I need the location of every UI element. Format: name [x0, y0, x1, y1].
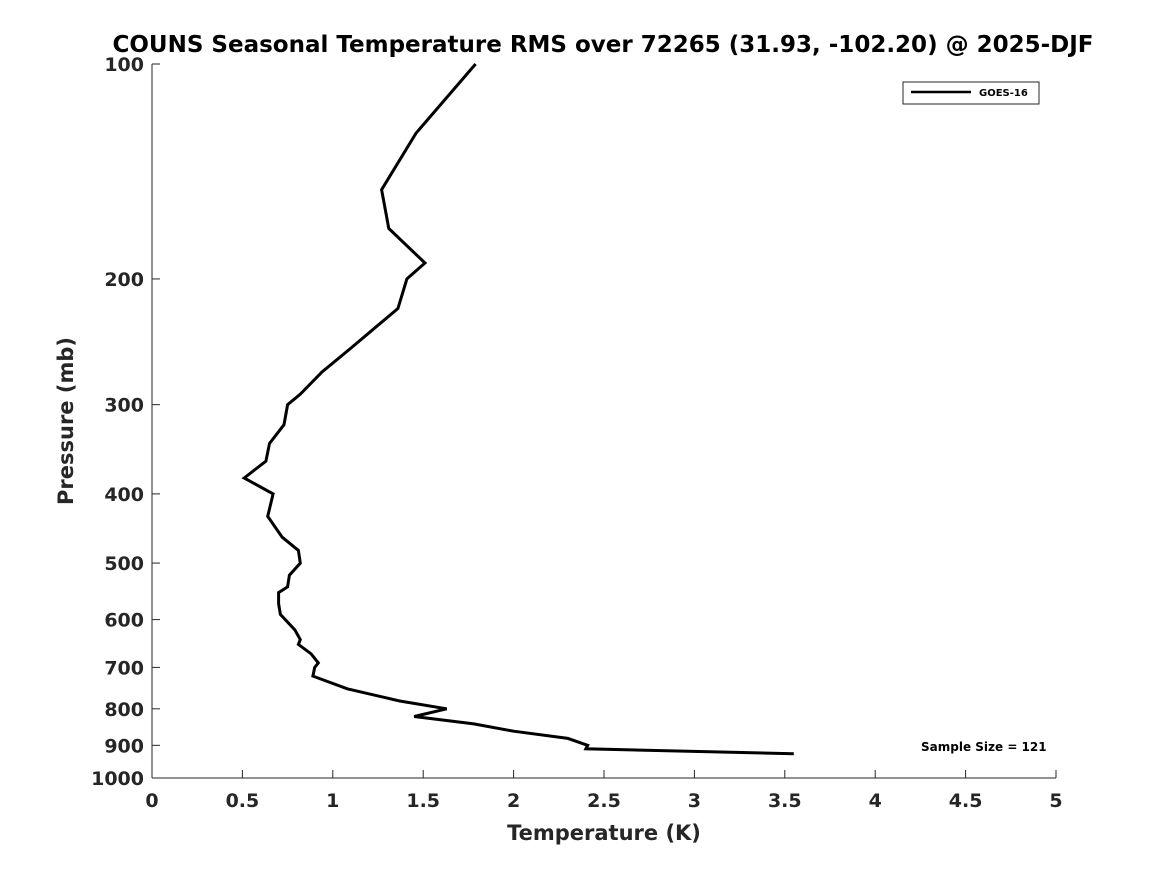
y-tick-label: 100 — [104, 54, 144, 76]
y-tick-label: 400 — [104, 484, 144, 506]
legend: GOES-16 — [902, 81, 1040, 105]
y-tick-label: 200 — [104, 269, 144, 291]
y-tick-label: 500 — [104, 553, 144, 575]
x-tick-label: 3 — [688, 790, 701, 812]
series-line-goes-16 — [241, 63, 794, 756]
x-axis-label: Temperature (K) — [507, 821, 701, 845]
x-tick-label: 4.5 — [949, 790, 983, 812]
x-tick-label: 2 — [507, 790, 520, 812]
x-tick-label: 5 — [1049, 790, 1062, 812]
x-tick-label: 1 — [326, 790, 339, 812]
y-tick-label: 700 — [104, 657, 144, 679]
y-axis-label: Pressure (mb) — [54, 337, 78, 505]
chart-title: COUNS Seasonal Temperature RMS over 7226… — [112, 32, 1093, 58]
series-layer — [241, 63, 794, 756]
sample-size-annotation: Sample Size = 121 — [921, 740, 1047, 754]
y-tick-label: 600 — [104, 610, 144, 632]
y-tick-label: 800 — [104, 699, 144, 721]
y-tick-label: 1000 — [91, 768, 144, 790]
y-tick-label: 300 — [104, 395, 144, 417]
legend-label-goes-16: GOES-16 — [979, 88, 1028, 99]
y-tick-label: 900 — [104, 735, 144, 757]
x-tick-label: 4 — [869, 790, 882, 812]
x-tick-label: 3.5 — [768, 790, 802, 812]
y-axis-ticks: 100 200 300 400 500 600 700 800 900 1000 — [91, 54, 160, 790]
x-tick-label: 0.5 — [226, 790, 260, 812]
x-axis-ticks: 0 0.5 1 1.5 2 2.5 3 3.5 4 4.5 5 — [145, 770, 1063, 812]
x-tick-label: 2.5 — [587, 790, 621, 812]
plot-area — [152, 64, 1056, 778]
x-tick-label: 0 — [145, 790, 158, 812]
x-tick-label: 1.5 — [406, 790, 440, 812]
